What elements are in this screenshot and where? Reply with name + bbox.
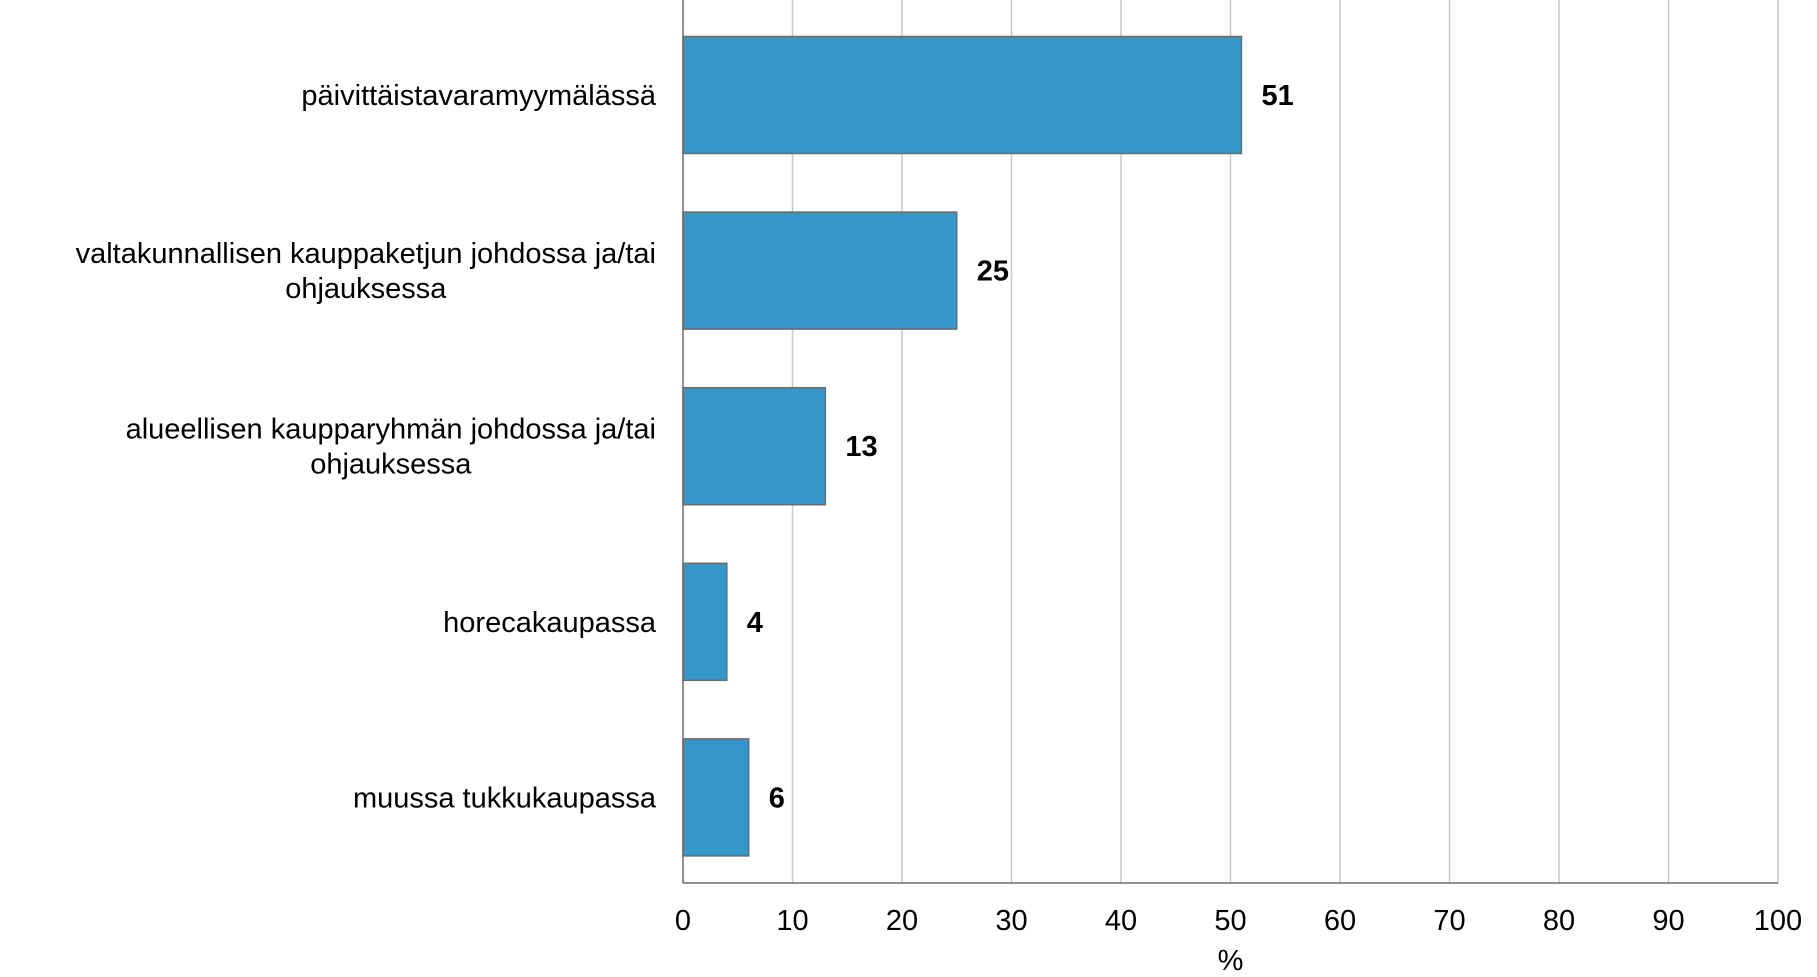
x-tick-label: 100 <box>1754 905 1802 937</box>
category-label-line: ohjauksessa <box>310 449 472 481</box>
x-tick-label: 70 <box>1433 905 1465 937</box>
x-tick-label: 30 <box>995 905 1027 937</box>
data-label: 51 <box>1261 80 1293 112</box>
data-labels: 51 25 13 4 6 <box>747 80 1294 814</box>
category-labels: päivittäistavaramyymälässä valtakunnallis… <box>76 80 657 814</box>
x-tick-label: 90 <box>1652 905 1684 937</box>
category-label-line: ohjauksessa <box>285 273 447 305</box>
category-label: valtakunnallisen kauppaketjun johdossa j… <box>76 238 656 305</box>
category-label: horecakaupassa <box>443 607 657 639</box>
bar <box>682 35 1243 155</box>
category-label-line: muussa tukkukaupassa <box>353 782 657 814</box>
category-label: alueellisen kaupparyhmän johdossa ja/tai… <box>126 414 656 481</box>
x-tick-label: 80 <box>1543 905 1575 937</box>
x-axis-title: % <box>1218 945 1244 977</box>
x-tick-label: 10 <box>776 905 808 937</box>
bar <box>682 386 827 506</box>
data-label: 25 <box>977 256 1009 288</box>
x-tick-label: 40 <box>1105 905 1137 937</box>
bar <box>682 562 728 682</box>
data-label: 4 <box>747 607 763 639</box>
bar <box>682 738 750 857</box>
category-label-line: valtakunnallisen kauppaketjun johdossa j… <box>76 238 656 270</box>
category-label-line: alueellisen kaupparyhmän johdossa ja/tai <box>126 414 656 446</box>
category-label-line: päivittäistavaramyymälässä <box>301 80 656 112</box>
data-label: 6 <box>769 782 785 814</box>
x-tick-label: 20 <box>886 905 918 937</box>
data-label: 13 <box>845 431 877 463</box>
category-label: päivittäistavaramyymälässä <box>301 80 656 112</box>
x-tick-label: 50 <box>1214 905 1246 937</box>
x-tick-label: 0 <box>675 905 691 937</box>
x-tick-label: 60 <box>1324 905 1356 937</box>
category-label: muussa tukkukaupassa <box>353 782 657 814</box>
bar <box>682 211 958 330</box>
bars <box>682 35 1243 857</box>
x-tick-labels: 0 10 20 30 40 50 60 70 80 90 100 <box>675 905 1802 937</box>
category-label-line: horecakaupassa <box>443 607 657 639</box>
axes <box>682 0 1778 884</box>
